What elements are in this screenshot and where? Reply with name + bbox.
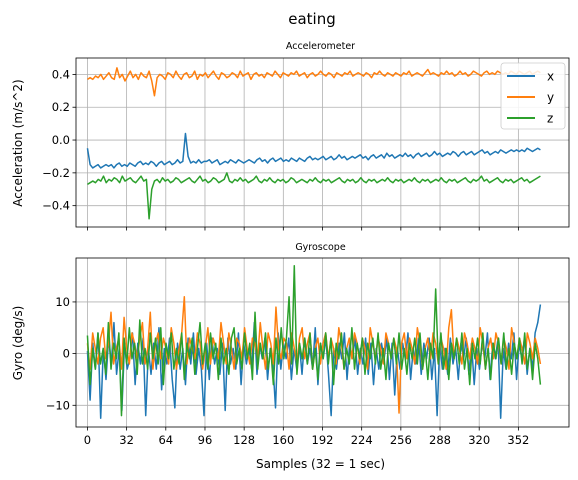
x-tick-label: 352 [507,433,529,447]
gyroscope-xlabel: Samples (32 = 1 sec) [256,457,385,471]
x-tick-label: 64 [158,433,173,447]
x-tick-label: 192 [312,433,334,447]
accelerometer-lines [87,68,540,219]
x-tick-label: 160 [272,433,294,447]
series-line-z [87,173,540,219]
series-line-x [87,133,540,167]
x-tick-label: 32 [119,433,134,447]
y-tick-label: 0.4 [52,67,70,81]
accelerometer-legend: x y z [501,63,565,129]
series-line-y [87,68,540,96]
x-tick-label: 288 [429,433,451,447]
x-tick-label: 256 [390,433,412,447]
accelerometer-ylabel: Acceleration (m/s^2) [11,79,25,206]
y-tick-label: −0.2 [42,166,70,180]
gyroscope-panel: Gyroscope Gyro (deg/s) 0 32 64 96 128 160 192 2… [11,242,569,471]
legend-label-x: x [547,70,554,84]
x-tick-label: 128 [233,433,255,447]
figure-title: eating [288,10,336,28]
y-tick-label: −10 [46,398,70,412]
x-tick-label: 224 [351,433,373,447]
gyroscope-title: Gyroscope [295,242,346,253]
x-tick-label: 0 [84,433,91,447]
y-tick-label: 0.2 [52,100,70,114]
gyroscope-lines [87,266,540,418]
y-tick-label: 10 [55,295,70,309]
legend-label-z: z [547,112,553,126]
legend-label-y: y [547,91,554,105]
x-tick-label: 96 [198,433,213,447]
gyroscope-ylabel: Gyro (deg/s) [11,306,25,381]
y-tick-label: 0.0 [52,133,70,147]
y-tick-label: −0.4 [42,199,70,213]
accelerometer-title: Accelerometer [286,41,355,52]
y-tick-label: 0 [63,347,70,361]
x-tick-label: 320 [468,433,490,447]
accelerometer-panel: Accelerometer Acceleration (m/s^2) −0.4 −… [11,41,569,231]
